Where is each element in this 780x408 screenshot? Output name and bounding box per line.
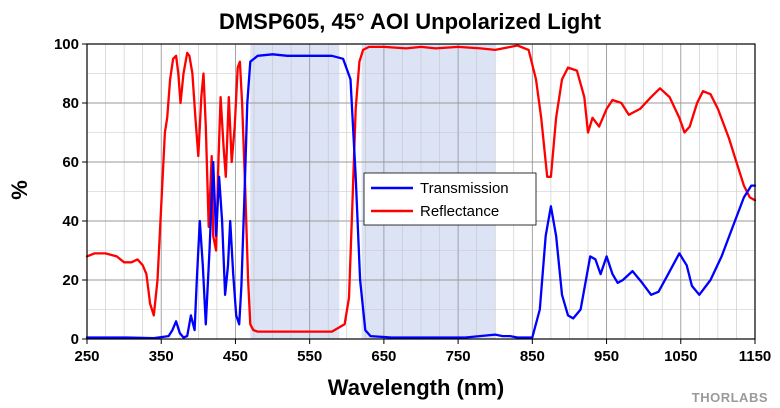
- series-line-transmission: [85, 53, 757, 340]
- x-tick-label: 1150: [739, 348, 772, 365]
- legend-box: [363, 172, 537, 226]
- x-tick-label: 350: [149, 348, 174, 365]
- y-tick-label: 40: [62, 213, 79, 230]
- y-axis-label: %: [7, 180, 32, 200]
- x-tick-labels: 250 350 450 550 650 750 850 950 1050 1150: [74, 339, 771, 365]
- y-tick-label: 100: [54, 36, 79, 53]
- chart-title: DMSP605, 45° AOI Unpolarized Light: [219, 9, 602, 34]
- legend-label-transmission: Transmission: [420, 180, 509, 197]
- x-tick-label: 950: [594, 348, 619, 365]
- series-layer: [85, 44, 757, 340]
- x-tick-label: 1050: [664, 348, 697, 365]
- x-tick-label: 750: [446, 348, 471, 365]
- x-tick-label: 550: [297, 348, 322, 365]
- series-line-reflectance: [85, 44, 757, 333]
- x-tick-label: 450: [223, 348, 248, 365]
- y-tick-label: 0: [71, 331, 79, 348]
- thorlabs-logo: THORLABS: [692, 390, 768, 405]
- plot-frame: [86, 43, 756, 340]
- y-tick-label: 20: [62, 272, 79, 289]
- legend-label-reflectance: Reflectance: [420, 203, 499, 220]
- x-tick-label: 650: [371, 348, 396, 365]
- y-tick-label: 80: [62, 95, 79, 112]
- x-axis-label: Wavelength (nm): [328, 375, 504, 400]
- y-tick-labels: 0 20 40 60 80 100: [54, 36, 87, 348]
- x-tick-label: 850: [520, 348, 545, 365]
- y-tick-label: 60: [62, 154, 79, 171]
- legend: Transmission Reflectance: [363, 172, 537, 226]
- x-tick-label: 250: [74, 348, 99, 365]
